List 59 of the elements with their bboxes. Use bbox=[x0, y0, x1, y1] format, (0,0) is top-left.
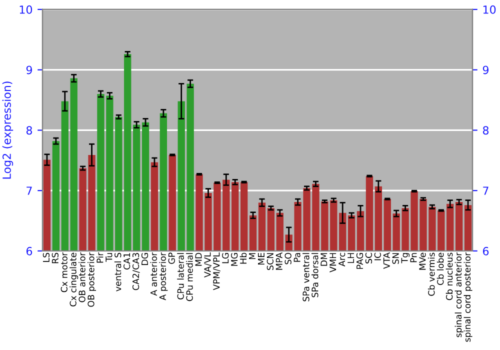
x-tick-label: PAG bbox=[356, 253, 364, 269]
y2-tick-label: 7 bbox=[483, 186, 488, 195]
y2-tick-label: 9 bbox=[482, 66, 489, 74]
x-tick-label: Cb nucleus bbox=[446, 252, 453, 300]
x-tick-label: Cb vermis bbox=[428, 252, 435, 296]
x-tick-label: LG bbox=[222, 253, 229, 264]
x-tick-label: A anterior bbox=[150, 252, 158, 296]
x-tick-label: spinal cord anterior bbox=[454, 252, 464, 338]
y-tick-label: 8 bbox=[26, 126, 32, 135]
x-tick-label: ventral S bbox=[114, 252, 122, 292]
y-tick-label: 10 bbox=[20, 5, 32, 14]
x-tick-label: DM bbox=[320, 253, 328, 266]
x-tick-label: Cx motor bbox=[60, 252, 68, 292]
x-tick-label: VMH bbox=[330, 253, 336, 272]
x-tick-label: A posterior bbox=[159, 252, 168, 300]
x-tick-label: MVe bbox=[419, 252, 426, 270]
x-tick-label: SPa ventral bbox=[302, 253, 310, 302]
x-tick-label: SC bbox=[365, 252, 372, 264]
x-tick-label: CA1 bbox=[124, 253, 130, 270]
x-tick-label: M bbox=[249, 253, 256, 260]
x-tick-label: spinal cord posterior bbox=[464, 252, 472, 342]
y-axis-title: Log2 (expression) bbox=[2, 82, 14, 179]
x-tick-label: LH bbox=[348, 253, 354, 263]
x-tick-label: CA2/CA3 bbox=[132, 253, 140, 290]
x-tick-label: Pir bbox=[96, 252, 104, 263]
x-tick-label: CPu medial bbox=[186, 253, 193, 302]
x-tick-label: LS bbox=[42, 252, 50, 262]
x-tick-label: Pn bbox=[410, 253, 417, 262]
x-tick-label: Arc bbox=[338, 252, 346, 266]
y-tick-label: 9 bbox=[26, 66, 32, 74]
x-tick-label: Cx cingulate bbox=[70, 252, 78, 306]
y2-tick-label: 10 bbox=[483, 5, 496, 14]
x-tick-label: MG bbox=[231, 253, 238, 266]
x-tick-label: ME bbox=[258, 252, 264, 265]
y-tick-label: 7 bbox=[26, 186, 32, 195]
x-tick-label: MD bbox=[195, 252, 202, 266]
x-tick-label: GP bbox=[168, 252, 175, 264]
x-tick-label: CPu lateral bbox=[177, 253, 184, 300]
x-tick-label: VPM/VPL bbox=[213, 252, 220, 290]
x-tick-label: RS bbox=[52, 252, 58, 264]
y2-tick-label: 6 bbox=[483, 246, 489, 256]
x-tick-label: Hb bbox=[240, 252, 247, 264]
x-tick-label: SN bbox=[392, 253, 399, 264]
x-tick-label: VTA bbox=[383, 252, 390, 269]
x-tick-label: Cb lobe bbox=[436, 252, 444, 286]
x-tick-label: IC bbox=[374, 252, 381, 260]
x-tick-label: OB anterior bbox=[78, 252, 86, 302]
x-tick-label: OB posterior bbox=[88, 252, 96, 307]
x-tick-label: Tg bbox=[401, 253, 410, 264]
x-tick-label: Tu bbox=[106, 253, 112, 262]
x-tick-label: VA/VL bbox=[204, 252, 212, 278]
y2-tick-label: 8 bbox=[482, 126, 489, 135]
x-tick-label: DG bbox=[141, 253, 148, 265]
y-tick-label: 6 bbox=[26, 246, 32, 256]
x-tick-label: MPA bbox=[276, 252, 282, 270]
x-tick-label: SCN bbox=[266, 253, 274, 270]
x-tick-label: Pa bbox=[294, 253, 300, 262]
x-tick-label: SPa dorsal bbox=[311, 253, 318, 298]
x-tick-label: SO bbox=[284, 252, 292, 264]
